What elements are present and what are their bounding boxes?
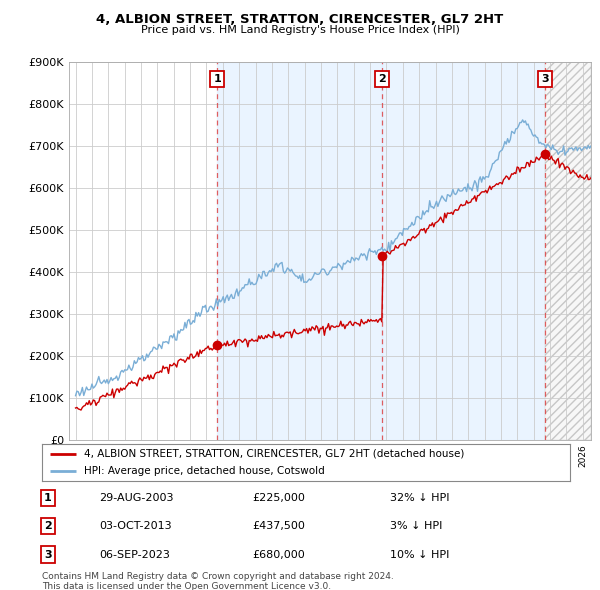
Text: 2: 2 <box>44 522 52 531</box>
Bar <box>382 62 545 440</box>
Text: HPI: Average price, detached house, Cotswold: HPI: Average price, detached house, Cots… <box>84 466 325 476</box>
Text: 06-SEP-2023: 06-SEP-2023 <box>99 550 170 559</box>
Text: £680,000: £680,000 <box>252 550 305 559</box>
Text: 1: 1 <box>214 74 221 84</box>
Text: 4, ALBION STREET, STRATTON, CIRENCESTER, GL7 2HT: 4, ALBION STREET, STRATTON, CIRENCESTER,… <box>97 13 503 26</box>
Text: £225,000: £225,000 <box>252 493 305 503</box>
Text: 4, ALBION STREET, STRATTON, CIRENCESTER, GL7 2HT (detached house): 4, ALBION STREET, STRATTON, CIRENCESTER,… <box>84 449 464 459</box>
Text: 32% ↓ HPI: 32% ↓ HPI <box>390 493 449 503</box>
Bar <box>545 62 591 440</box>
Text: Contains HM Land Registry data © Crown copyright and database right 2024.
This d: Contains HM Land Registry data © Crown c… <box>42 572 394 590</box>
Text: 10% ↓ HPI: 10% ↓ HPI <box>390 550 449 559</box>
Text: 03-OCT-2013: 03-OCT-2013 <box>99 522 172 531</box>
Text: 3% ↓ HPI: 3% ↓ HPI <box>390 522 442 531</box>
Bar <box>217 62 382 440</box>
Text: 3: 3 <box>541 74 548 84</box>
Text: 1: 1 <box>44 493 52 503</box>
Text: 29-AUG-2003: 29-AUG-2003 <box>99 493 173 503</box>
Text: 3: 3 <box>44 550 52 559</box>
Bar <box>545 62 591 440</box>
Text: 2: 2 <box>379 74 386 84</box>
Text: Price paid vs. HM Land Registry's House Price Index (HPI): Price paid vs. HM Land Registry's House … <box>140 25 460 35</box>
Text: £437,500: £437,500 <box>252 522 305 531</box>
Bar <box>545 62 591 440</box>
